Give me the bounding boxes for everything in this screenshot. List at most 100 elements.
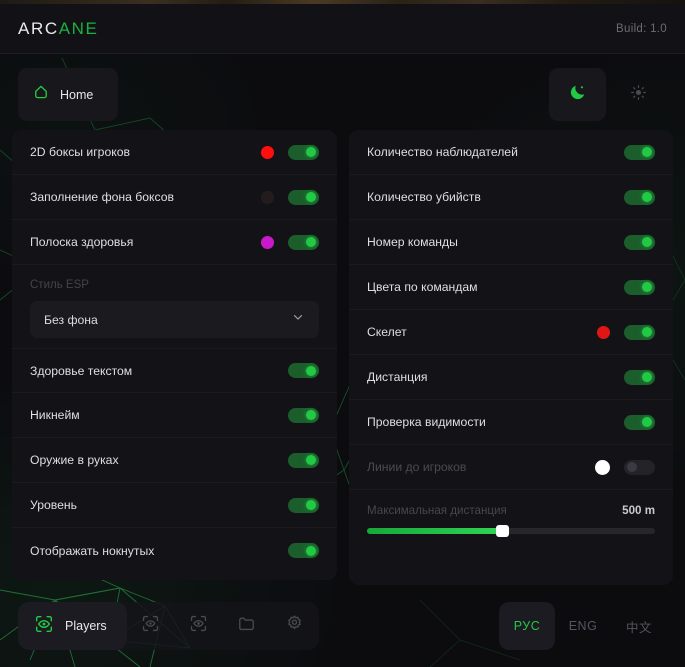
setting-toggle[interactable] xyxy=(288,144,319,160)
slider-fill xyxy=(367,528,503,534)
build-version-label: Build: 1.0 xyxy=(616,22,667,35)
setting-toggle[interactable] xyxy=(624,189,655,205)
setting-controls xyxy=(595,459,655,475)
lang-button-chn[interactable]: 中文 xyxy=(625,620,652,635)
toggle-knob xyxy=(306,455,316,465)
color-swatch[interactable] xyxy=(261,190,274,204)
nav-item-aim[interactable] xyxy=(127,602,175,650)
setting-row[interactable]: Цвета по командам xyxy=(349,265,673,310)
color-swatch[interactable] xyxy=(595,459,610,475)
theme-dark-button[interactable] xyxy=(549,68,606,121)
lang-button-rus[interactable]: РУС xyxy=(499,602,555,650)
moon-icon xyxy=(568,83,587,107)
setting-toggle[interactable] xyxy=(288,497,319,513)
sun-icon xyxy=(630,84,647,106)
setting-label: Количество наблюдателей xyxy=(367,145,518,159)
toggle-knob xyxy=(642,147,652,157)
slider-thumb[interactable] xyxy=(496,525,510,537)
setting-row[interactable]: Никнейм xyxy=(12,393,337,438)
setting-toggle[interactable] xyxy=(288,189,319,205)
setting-label: Номер команды xyxy=(367,235,458,249)
setting-row[interactable]: Количество наблюдателей xyxy=(349,130,673,175)
setting-row[interactable]: Проверка видимости xyxy=(349,400,673,445)
toggle-knob xyxy=(306,410,316,420)
logo-text-white: ARC xyxy=(18,18,59,38)
setting-toggle[interactable] xyxy=(624,279,655,295)
gear-icon xyxy=(285,614,304,638)
setting-row[interactable]: Номер команды xyxy=(349,220,673,265)
language-switcher: РУС ENG 中文 xyxy=(499,602,667,650)
logo-text-green: ANE xyxy=(58,18,99,38)
setting-toggle[interactable] xyxy=(624,234,655,250)
setting-row[interactable]: Линии до игроков xyxy=(349,445,673,490)
setting-label: Количество убийств xyxy=(367,190,481,204)
setting-label: Скелет xyxy=(367,325,407,339)
setting-controls xyxy=(624,234,655,250)
max-distance-slider[interactable] xyxy=(367,525,655,537)
setting-row[interactable]: Дистанция xyxy=(349,355,673,400)
esp-style-value: Без фона xyxy=(44,312,98,327)
setting-row[interactable]: Уровень xyxy=(12,483,337,528)
right-settings-panel: Количество наблюдателей Количество убийс… xyxy=(349,130,673,585)
nav-item-configs[interactable] xyxy=(223,602,271,650)
nav-item-settings[interactable] xyxy=(271,602,319,650)
toggle-knob xyxy=(642,327,652,337)
setting-label: Проверка видимости xyxy=(367,415,486,429)
bottom-nav-group: Players xyxy=(18,602,319,650)
setting-controls xyxy=(624,369,655,385)
color-swatch[interactable] xyxy=(261,145,274,159)
esp-style-select[interactable]: Без фона xyxy=(30,301,319,338)
setting-row[interactable]: Оружие в руках xyxy=(12,438,337,483)
setting-label: Линии до игроков xyxy=(367,460,467,474)
setting-row[interactable]: Здоровье текстом xyxy=(12,348,337,393)
top-nav-row: Home xyxy=(0,68,685,124)
setting-toggle[interactable] xyxy=(624,414,655,430)
toggle-knob xyxy=(642,372,652,382)
max-distance-block: Максимальная дистанция 500 m xyxy=(349,490,673,546)
aim-eye-icon xyxy=(141,614,160,638)
toggle-knob xyxy=(642,237,652,247)
setting-label: Никнейм xyxy=(30,408,80,422)
tab-home-label: Home xyxy=(60,87,94,102)
setting-toggle[interactable] xyxy=(288,363,319,378)
setting-label: Полоска здоровья xyxy=(30,235,134,249)
setting-row[interactable]: Количество убийств xyxy=(349,175,673,220)
folder-icon xyxy=(237,614,256,638)
setting-row[interactable]: Полоска здоровья xyxy=(12,220,337,265)
home-pentagon-icon xyxy=(32,83,50,106)
setting-row[interactable]: Скелет xyxy=(349,310,673,355)
tab-home[interactable]: Home xyxy=(18,68,118,121)
toggle-knob xyxy=(642,282,652,292)
scan-eye-icon xyxy=(189,614,208,638)
theme-light-button[interactable] xyxy=(610,68,667,121)
setting-toggle[interactable] xyxy=(624,144,655,160)
setting-controls xyxy=(624,144,655,160)
setting-label: Оружие в руках xyxy=(30,453,119,467)
setting-toggle[interactable] xyxy=(624,369,655,385)
setting-controls xyxy=(288,543,319,558)
setting-toggle[interactable] xyxy=(288,452,319,468)
setting-row[interactable]: Отображать нокнутых xyxy=(12,528,337,573)
max-distance-caption: Максимальная дистанция xyxy=(367,504,507,517)
setting-toggle[interactable] xyxy=(624,324,655,340)
setting-toggle[interactable] xyxy=(288,234,319,250)
nav-item-players[interactable]: Players xyxy=(18,602,127,650)
setting-controls xyxy=(261,189,319,205)
setting-row[interactable]: 2D боксы игроков xyxy=(12,130,337,175)
setting-row[interactable]: Заполнение фона боксов xyxy=(12,175,337,220)
left-settings-panel: 2D боксы игроков Заполнение фона боксов … xyxy=(12,130,337,580)
lang-button-eng[interactable]: ENG xyxy=(568,619,598,633)
setting-label: Дистанция xyxy=(367,370,428,384)
esp-style-block: Стиль ESP Без фона xyxy=(12,265,337,348)
setting-label: Уровень xyxy=(30,498,77,512)
setting-toggle[interactable] xyxy=(624,459,655,475)
setting-toggle[interactable] xyxy=(288,543,319,558)
setting-label: Отображать нокнутых xyxy=(30,543,155,558)
nav-item-visuals[interactable] xyxy=(175,602,223,650)
color-swatch[interactable] xyxy=(597,325,610,339)
app-logo: ARCANE xyxy=(18,19,98,39)
setting-toggle[interactable] xyxy=(288,407,319,423)
color-swatch[interactable] xyxy=(261,235,274,249)
toggle-knob xyxy=(306,500,316,510)
